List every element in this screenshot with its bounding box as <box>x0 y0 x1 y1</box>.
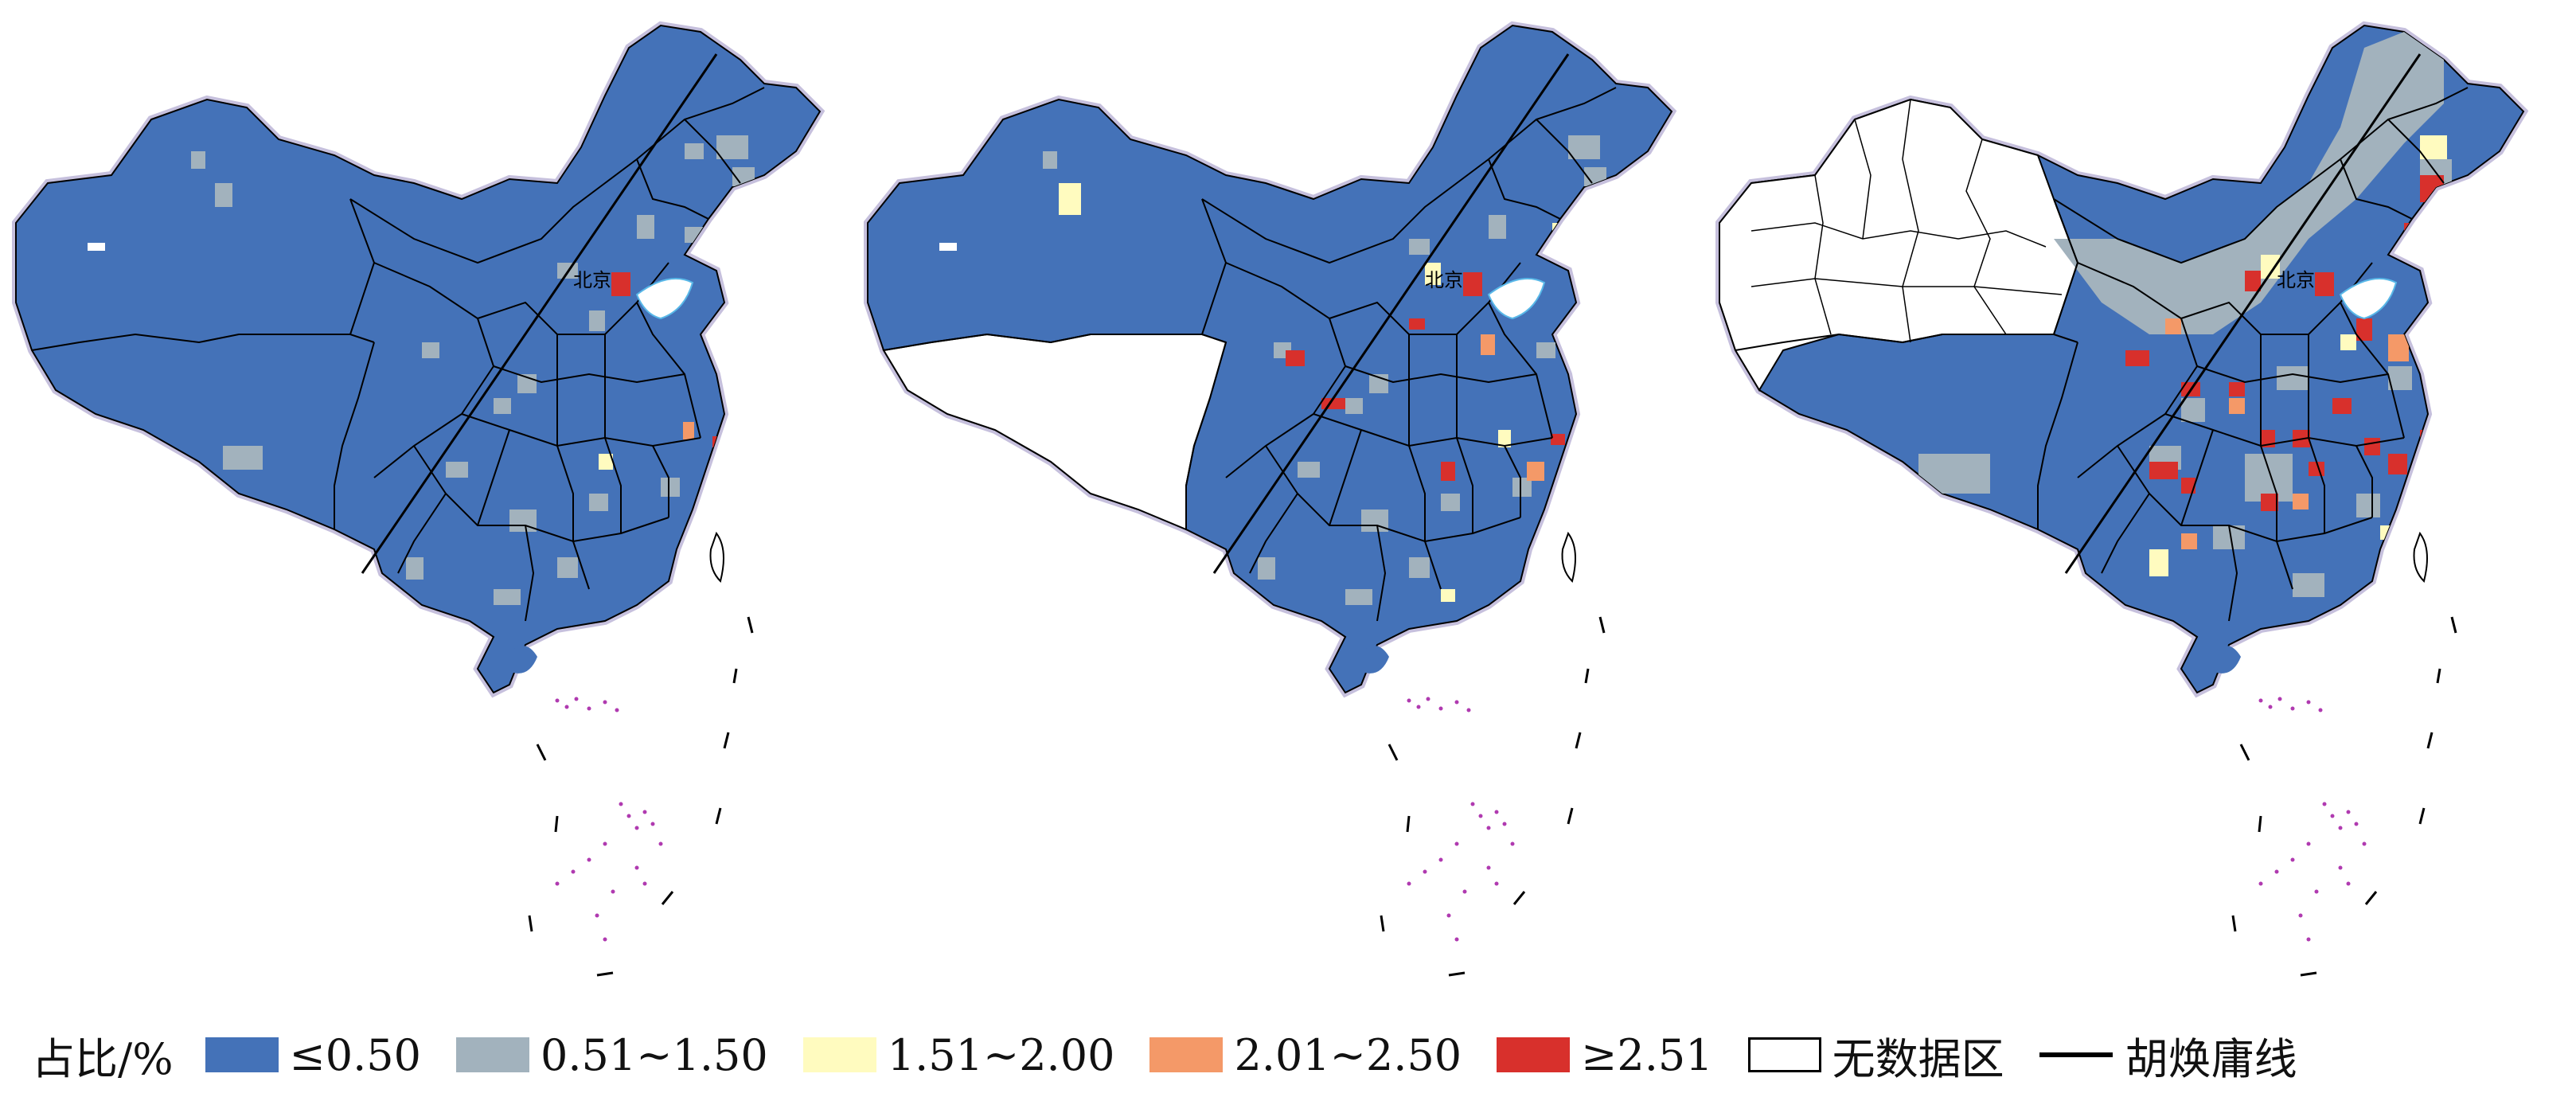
legend-item-lowest: ≤0.50 <box>205 1030 421 1080</box>
legend-title: 占比/% <box>32 1033 174 1084</box>
map-panel-2: 北京 <box>868 25 1672 977</box>
map-legend: 占比/% ≤0.50 0.51~1.50 1.51~2.00 2.01~2.50… <box>32 1023 2547 1087</box>
hu-line-swatch <box>2039 1052 2113 1057</box>
map-panels: 北京 <box>0 0 2576 977</box>
legend-item-low: 0.51~1.50 <box>456 1030 768 1080</box>
legend-label-hu-line: 胡焕庸线 <box>2125 1033 2297 1084</box>
legend-swatch-medium <box>802 1037 876 1072</box>
legend-swatch-highest <box>1497 1037 1571 1072</box>
legend-label-low: 0.51~1.50 <box>541 1029 768 1080</box>
legend-label-medium: 1.51~2.00 <box>887 1029 1115 1080</box>
legend-label-high: 2.01~2.50 <box>1234 1029 1462 1080</box>
legend-swatch-nodata <box>1747 1037 1821 1072</box>
legend-swatch-low <box>456 1037 529 1072</box>
capital-label: 北京 <box>2277 269 2315 291</box>
legend-swatch-high <box>1149 1037 1224 1072</box>
capital-label: 北京 <box>1425 269 1463 291</box>
legend-swatch-lowest <box>205 1037 279 1072</box>
map-panel-1: 北京 <box>16 25 820 977</box>
legend-item-nodata: 无数据区 <box>1747 1024 2004 1087</box>
legend-label-lowest: ≤0.50 <box>289 1029 421 1080</box>
legend-label-highest: ≥2.51 <box>1581 1029 1713 1080</box>
map-panel-3: 北京 <box>1719 25 2523 977</box>
legend-label-nodata: 无数据区 <box>1832 1033 2004 1084</box>
legend-item-highest: ≥2.51 <box>1497 1029 1713 1080</box>
legend-item-medium: 1.51~2.00 <box>802 1029 1115 1080</box>
legend-item-hu-line: 胡焕庸线 <box>2039 1024 2297 1087</box>
legend-item-high: 2.01~2.50 <box>1149 1030 1462 1080</box>
capital-label: 北京 <box>573 269 611 291</box>
